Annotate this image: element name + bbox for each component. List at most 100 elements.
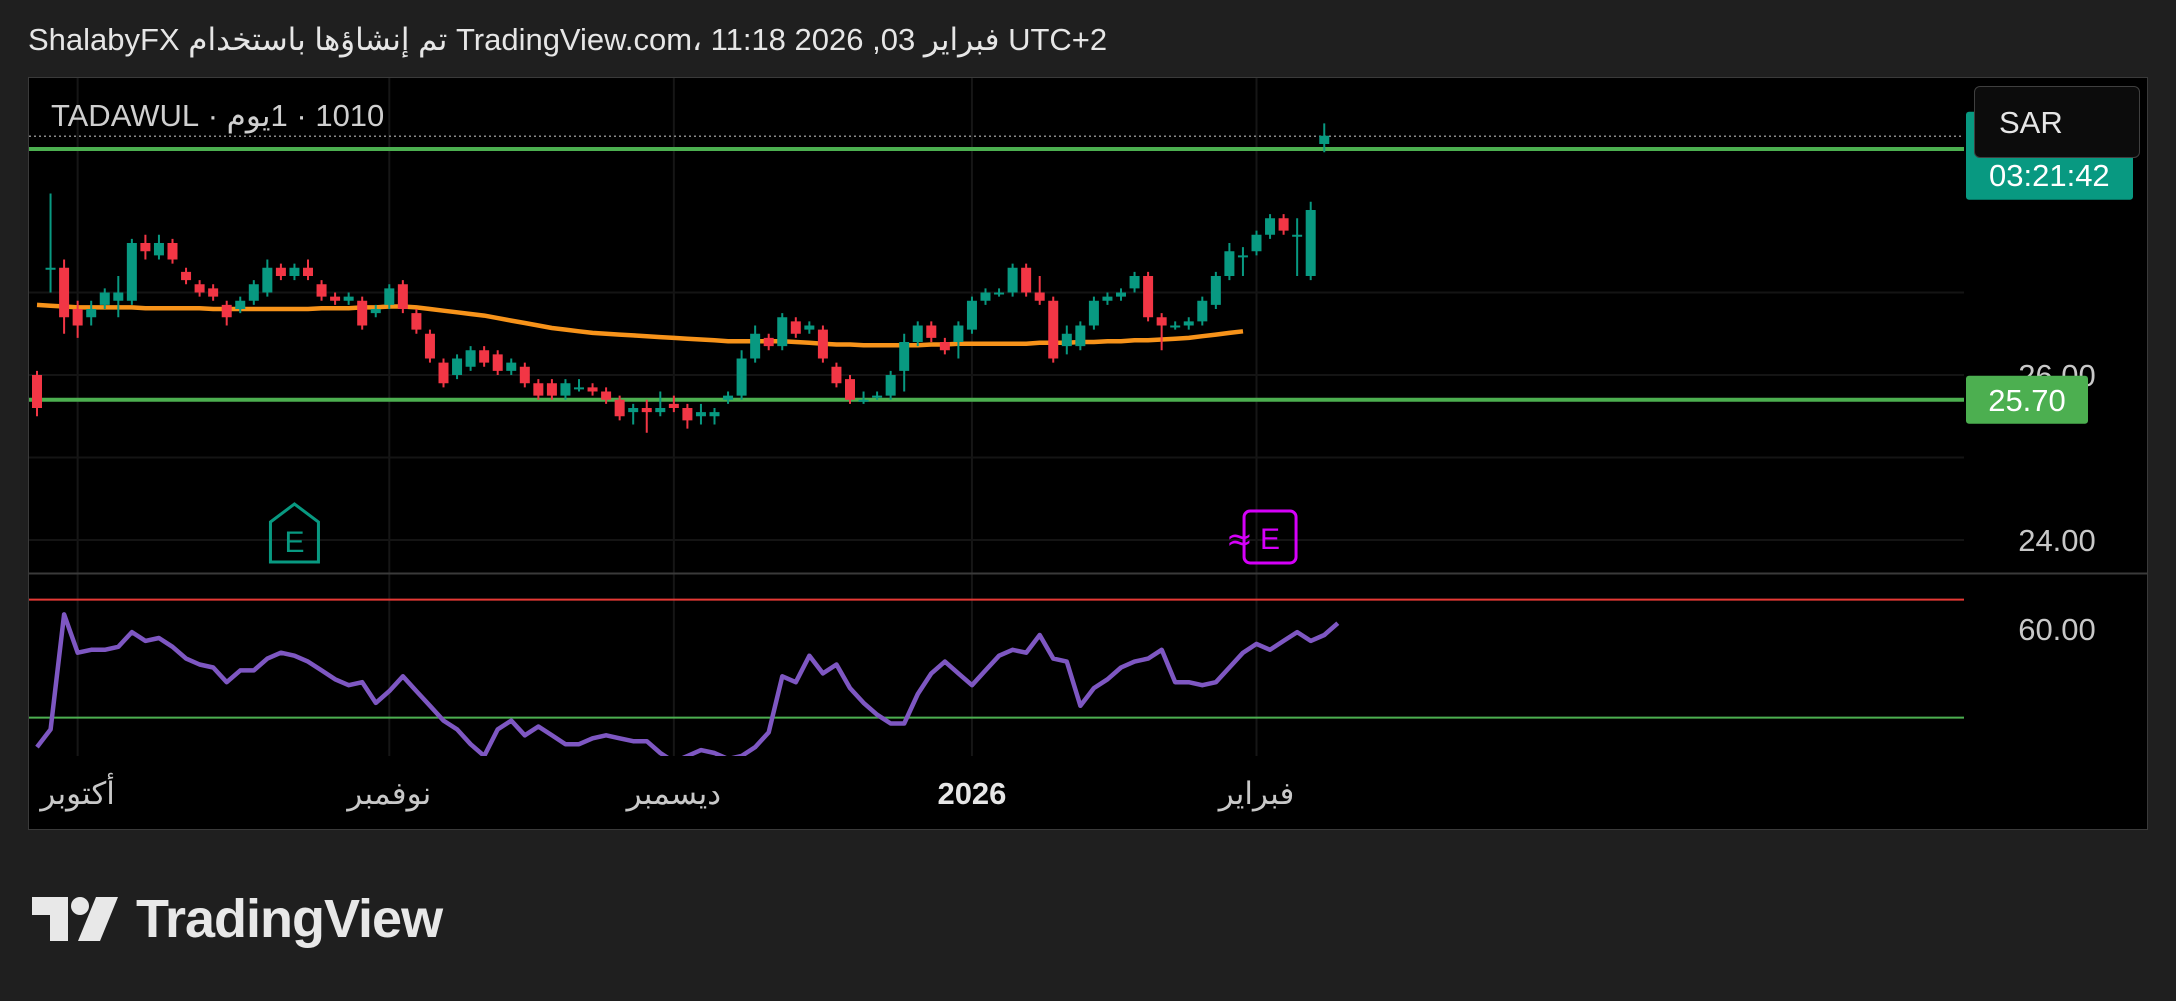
candle-body bbox=[560, 383, 571, 396]
candle-body bbox=[194, 284, 205, 293]
candle-body bbox=[86, 309, 97, 318]
candle-body bbox=[994, 292, 1005, 295]
candle-body bbox=[574, 387, 584, 390]
candle-body bbox=[181, 271, 192, 281]
candle-body bbox=[397, 284, 408, 309]
candle-body bbox=[1292, 234, 1303, 237]
candle-body bbox=[885, 375, 896, 396]
candle-body bbox=[1265, 218, 1276, 235]
tradingview-logo[interactable]: TradingView bbox=[32, 888, 443, 950]
candle-body bbox=[912, 325, 923, 342]
candle-body bbox=[980, 292, 991, 301]
candle-body bbox=[59, 267, 70, 318]
candle-body bbox=[1197, 300, 1208, 322]
candle-body bbox=[343, 296, 354, 301]
candle-body bbox=[817, 329, 828, 359]
candle-body bbox=[695, 412, 706, 417]
candle-body bbox=[628, 408, 639, 413]
candle-body bbox=[126, 243, 137, 301]
candle-body bbox=[1129, 276, 1140, 289]
candle-body bbox=[1278, 218, 1289, 231]
candle-body bbox=[899, 342, 910, 371]
candle-body bbox=[370, 309, 381, 314]
candle-body bbox=[1075, 325, 1086, 347]
approx-icon: ≈ bbox=[1226, 520, 1253, 558]
time-axis-label: ديسمبر bbox=[625, 776, 721, 812]
rsi-line bbox=[35, 612, 1340, 756]
candle-body bbox=[303, 267, 313, 276]
candle-body bbox=[953, 325, 964, 342]
candle-body bbox=[357, 300, 368, 326]
candle-body bbox=[113, 292, 124, 301]
time-axis-label: أكتوبر bbox=[38, 773, 114, 812]
earnings-icon bbox=[268, 502, 320, 564]
candle-body bbox=[275, 267, 286, 276]
candle-body bbox=[1088, 300, 1099, 326]
candle-body bbox=[966, 300, 977, 330]
candle-body bbox=[1237, 255, 1248, 258]
candle-body bbox=[1143, 276, 1154, 318]
candle-body bbox=[831, 366, 842, 384]
candle-body bbox=[763, 337, 774, 347]
time-axis-label: نوفمبر bbox=[345, 776, 431, 812]
earnings-marker-past: E bbox=[268, 502, 320, 564]
candle-body bbox=[248, 284, 259, 301]
candle-body bbox=[709, 412, 720, 417]
candle-body bbox=[316, 284, 327, 297]
candle-body bbox=[45, 267, 56, 270]
candle-body bbox=[641, 408, 652, 413]
candle-body bbox=[736, 358, 747, 396]
candle-body bbox=[424, 333, 435, 359]
tradingview-logo-icon bbox=[32, 897, 118, 941]
candle-body bbox=[872, 395, 883, 398]
candle-body bbox=[72, 309, 83, 326]
candle-body bbox=[858, 399, 869, 402]
candle-body bbox=[1102, 296, 1113, 301]
candle-body bbox=[1170, 325, 1181, 328]
candle-body bbox=[1210, 276, 1221, 305]
candle-body bbox=[1021, 267, 1032, 293]
candle-body bbox=[99, 292, 110, 305]
candle-body bbox=[682, 408, 693, 421]
candle-body bbox=[1116, 292, 1126, 297]
candle-body bbox=[668, 403, 679, 408]
candles-group bbox=[32, 123, 1330, 433]
symbol-label[interactable]: 1010 · 1يوم · TADAWUL bbox=[51, 98, 385, 133]
candle-body bbox=[411, 313, 422, 330]
currency-button[interactable]: SAR bbox=[1974, 86, 2140, 158]
candle-body bbox=[479, 350, 490, 363]
candle-body bbox=[723, 395, 734, 400]
candle-body bbox=[330, 296, 341, 301]
earnings-icon-letter: E bbox=[1260, 523, 1280, 556]
time-axis-label: 2026 bbox=[937, 776, 1006, 811]
candle-body bbox=[655, 408, 666, 413]
candle-body bbox=[465, 350, 476, 367]
candle-body bbox=[519, 366, 530, 384]
chart-caption: ShalabyFX تم إنشاؤها باستخدام TradingVie… bbox=[28, 22, 1108, 57]
candle-body bbox=[289, 267, 300, 276]
candle-body bbox=[262, 267, 273, 293]
candle-body bbox=[750, 333, 761, 359]
candle-body bbox=[1156, 317, 1167, 326]
candle-body bbox=[845, 379, 855, 400]
chart-canvas[interactable]: 26.0024.0028.7425.7028.9003:21:42EE≈60.0… bbox=[29, 78, 2148, 830]
candle-body bbox=[140, 243, 151, 252]
countdown-label: 03:21:42 bbox=[1989, 158, 2110, 193]
candle-body bbox=[506, 362, 517, 371]
candle-body bbox=[926, 325, 937, 338]
tradingview-logo-text: TradingView bbox=[136, 889, 443, 949]
candle-body bbox=[492, 354, 503, 371]
candle-body bbox=[153, 243, 164, 256]
candle-body bbox=[1048, 300, 1059, 359]
candle-body bbox=[804, 325, 815, 330]
candle-body bbox=[1034, 292, 1045, 301]
candle-body bbox=[1007, 267, 1018, 293]
candle-body bbox=[208, 288, 219, 297]
time-axis-label: فبراير bbox=[1217, 776, 1295, 812]
candle-body bbox=[167, 243, 178, 260]
candle-body bbox=[452, 358, 463, 375]
chart-panel[interactable]: 26.0024.0028.7425.7028.9003:21:42EE≈60.0… bbox=[28, 77, 2148, 830]
candle-body bbox=[614, 399, 625, 417]
candle-body bbox=[438, 362, 449, 384]
candle-body bbox=[1224, 251, 1235, 276]
